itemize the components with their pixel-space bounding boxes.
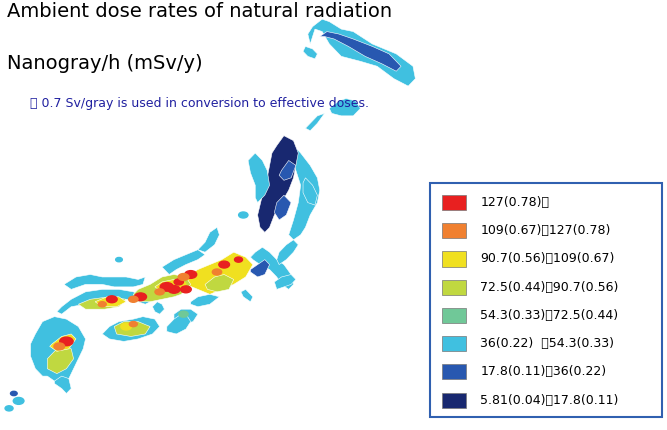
Circle shape — [60, 337, 73, 346]
Polygon shape — [31, 316, 85, 384]
Polygon shape — [303, 178, 317, 205]
Polygon shape — [274, 274, 296, 289]
Bar — [442, 223, 466, 238]
Polygon shape — [241, 289, 253, 302]
Circle shape — [54, 343, 65, 350]
Bar — [442, 308, 466, 323]
Polygon shape — [279, 160, 296, 180]
Text: 36(0.22)  ～54.3(0.33): 36(0.22) ～54.3(0.33) — [480, 337, 614, 350]
Circle shape — [129, 296, 138, 302]
Circle shape — [155, 289, 164, 295]
Circle shape — [219, 261, 229, 268]
Polygon shape — [95, 297, 126, 307]
Circle shape — [13, 397, 24, 404]
Polygon shape — [329, 98, 360, 116]
Polygon shape — [167, 314, 191, 334]
Polygon shape — [257, 136, 298, 232]
Circle shape — [107, 296, 117, 303]
Polygon shape — [114, 322, 150, 336]
Circle shape — [212, 269, 221, 275]
Polygon shape — [307, 19, 416, 86]
Polygon shape — [55, 376, 71, 393]
Polygon shape — [181, 252, 253, 294]
Polygon shape — [57, 289, 150, 314]
Text: 54.3(0.33)～72.5(0.44): 54.3(0.33)～72.5(0.44) — [480, 309, 618, 322]
Polygon shape — [250, 247, 293, 289]
Text: 127(0.78)＜: 127(0.78)＜ — [480, 196, 549, 209]
Circle shape — [178, 273, 189, 280]
Circle shape — [160, 283, 173, 291]
Polygon shape — [162, 250, 205, 274]
Polygon shape — [50, 334, 76, 351]
Polygon shape — [277, 240, 298, 264]
Circle shape — [185, 270, 197, 278]
Polygon shape — [305, 114, 325, 131]
Polygon shape — [155, 280, 183, 292]
Text: 17.8(0.11)～36(0.22): 17.8(0.11)～36(0.22) — [480, 366, 606, 378]
Polygon shape — [205, 274, 233, 292]
Polygon shape — [174, 309, 198, 324]
Polygon shape — [102, 316, 159, 341]
Text: 5.81(0.04)～17.8(0.11): 5.81(0.04)～17.8(0.11) — [480, 393, 618, 407]
Circle shape — [129, 322, 137, 327]
Polygon shape — [47, 344, 73, 374]
Text: 72.5(0.44)～90.7(0.56): 72.5(0.44)～90.7(0.56) — [480, 281, 618, 294]
Polygon shape — [79, 297, 126, 309]
Circle shape — [115, 258, 122, 262]
Text: ・ 0.7 Sv/gray is used in conversion to effective doses.: ・ 0.7 Sv/gray is used in conversion to e… — [30, 97, 369, 110]
Bar — [442, 364, 466, 379]
Polygon shape — [64, 274, 145, 289]
Polygon shape — [133, 274, 191, 302]
Circle shape — [177, 281, 186, 287]
Text: 109(0.67)～127(0.78): 109(0.67)～127(0.78) — [480, 224, 610, 237]
Polygon shape — [289, 146, 319, 240]
Polygon shape — [198, 227, 219, 252]
Polygon shape — [248, 153, 269, 203]
Bar — [442, 252, 466, 267]
Polygon shape — [319, 31, 401, 71]
Circle shape — [5, 406, 13, 411]
FancyBboxPatch shape — [430, 183, 662, 417]
Bar — [442, 280, 466, 295]
Polygon shape — [191, 294, 219, 307]
Circle shape — [168, 286, 180, 293]
Polygon shape — [153, 302, 164, 314]
Bar — [442, 393, 466, 408]
Circle shape — [235, 257, 243, 262]
Circle shape — [11, 391, 17, 396]
Circle shape — [174, 279, 183, 285]
Circle shape — [135, 293, 147, 301]
Circle shape — [179, 311, 188, 317]
Bar — [442, 195, 466, 210]
Text: Ambient dose rates of natural radiation: Ambient dose rates of natural radiation — [7, 2, 392, 21]
Text: 90.7(0.56)～109(0.67): 90.7(0.56)～109(0.67) — [480, 252, 614, 265]
Polygon shape — [250, 260, 269, 277]
Bar — [442, 336, 466, 351]
Circle shape — [239, 212, 248, 218]
Polygon shape — [274, 195, 291, 220]
Polygon shape — [303, 46, 317, 59]
Circle shape — [181, 286, 191, 293]
Circle shape — [98, 302, 106, 307]
Circle shape — [121, 323, 131, 330]
Text: Nanogray/h (mSv/y): Nanogray/h (mSv/y) — [7, 54, 202, 73]
